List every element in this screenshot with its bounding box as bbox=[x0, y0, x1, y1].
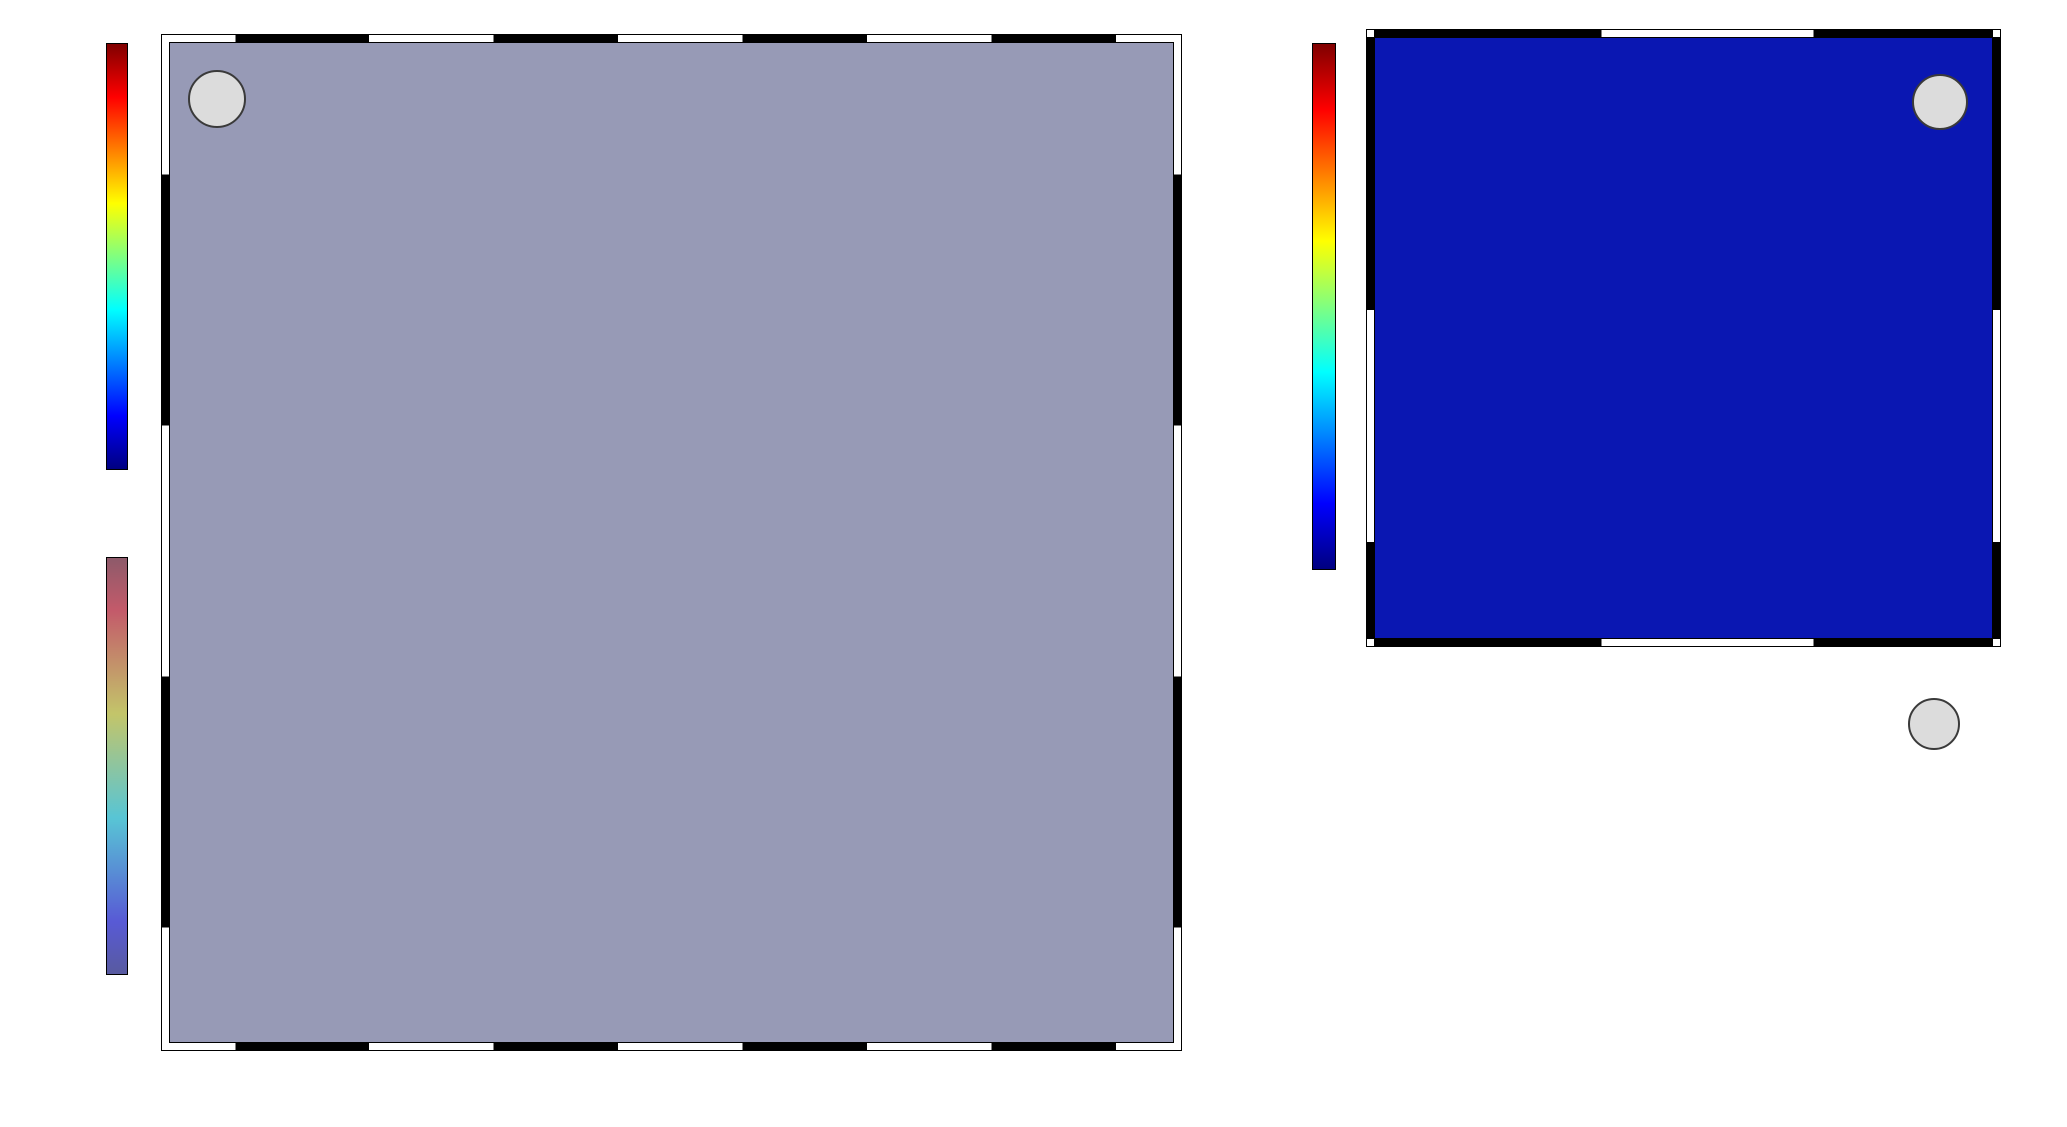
map-border-band bbox=[1174, 42, 1181, 1043]
panel-c-chart-canvas bbox=[1311, 675, 1977, 1042]
panel-b-frame bbox=[1366, 29, 2001, 647]
panel-a-frame bbox=[161, 34, 1182, 1051]
no2-colorbar-panel-a-title bbox=[12, 542, 46, 990]
panel-a-map bbox=[169, 42, 1174, 1043]
panel-a-map-canvas bbox=[170, 43, 1170, 1039]
map-border-band bbox=[1374, 30, 1993, 37]
no2-colorbar-panel-b-gradient bbox=[1312, 43, 1336, 570]
xco2-colorbar bbox=[106, 43, 128, 470]
map-border-band bbox=[1367, 37, 1374, 639]
panel-b-map-canvas bbox=[1375, 38, 1989, 635]
map-border-band bbox=[169, 1043, 1174, 1050]
map-border-band bbox=[162, 42, 169, 1043]
no2-colorbar-panel-a bbox=[106, 557, 128, 975]
xco2-colorbar-title bbox=[16, 116, 50, 396]
panel-a-label-badge bbox=[188, 70, 246, 128]
panel-c-right-axis-title bbox=[2024, 648, 2058, 1078]
no2-colorbar-panel-b-title bbox=[1236, 82, 1270, 530]
panel-c-label-badge bbox=[1908, 698, 1960, 750]
map-border-band bbox=[169, 35, 1174, 42]
panel-c-left-axis-title bbox=[1228, 700, 1262, 1020]
no2-colorbar-panel-b bbox=[1312, 43, 1336, 570]
panel-b-map bbox=[1374, 37, 1993, 639]
map-border-band bbox=[1993, 37, 2000, 639]
no2-colorbar-panel-a-gradient bbox=[106, 557, 128, 975]
panel-b-label-badge bbox=[1912, 74, 1968, 130]
xco2-colorbar-gradient bbox=[106, 43, 128, 470]
panel-c-frame bbox=[1311, 675, 1977, 1042]
map-border-band bbox=[1374, 639, 1993, 646]
